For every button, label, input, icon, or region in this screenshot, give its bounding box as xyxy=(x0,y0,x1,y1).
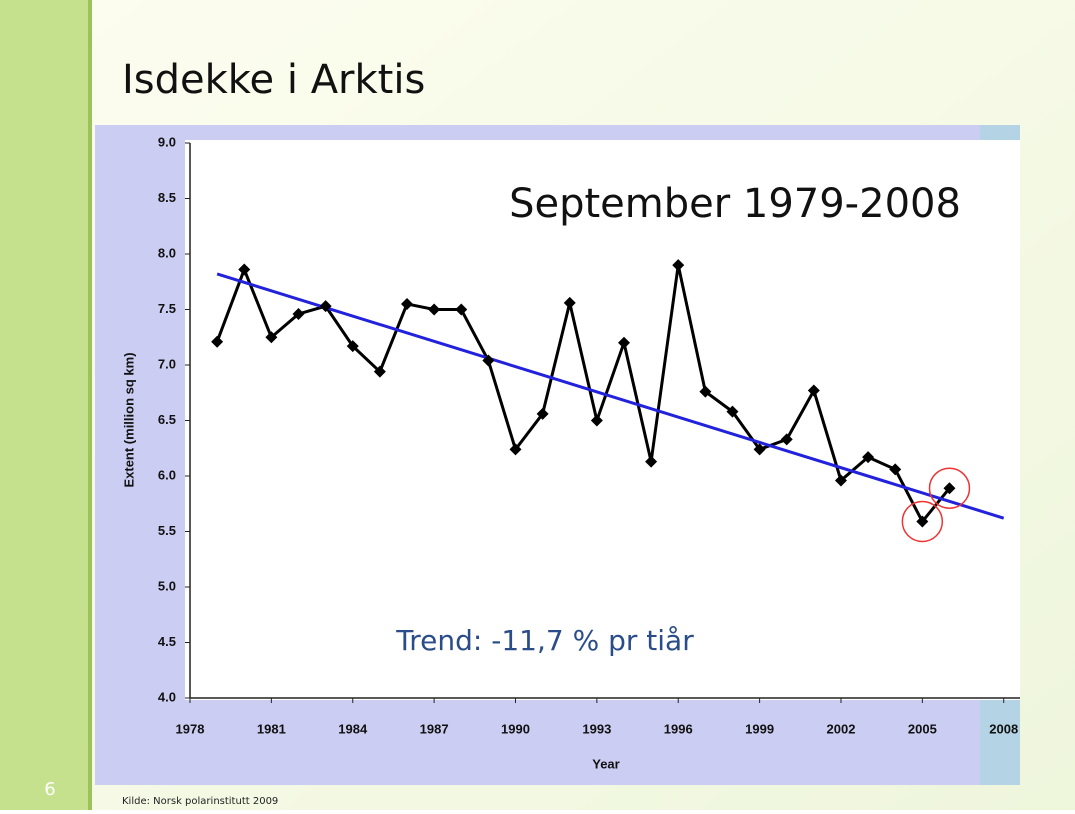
data-point xyxy=(726,405,739,418)
data-point xyxy=(807,384,820,397)
side-border xyxy=(88,0,92,810)
x-tick-label: 2008 xyxy=(989,721,1018,736)
y-tick-label: 6.0 xyxy=(158,467,176,482)
data-point xyxy=(645,455,658,468)
data-point xyxy=(400,297,413,310)
x-tick-label: 1996 xyxy=(664,721,693,736)
data-point xyxy=(238,263,251,276)
data-point xyxy=(780,433,793,446)
highlight-circle xyxy=(901,500,944,543)
x-axis-label: Year xyxy=(592,756,619,771)
x-tick-label: 2005 xyxy=(908,721,937,736)
y-tick-label: 4.0 xyxy=(158,689,176,704)
data-point xyxy=(346,340,359,353)
y-axis-label: Extent (million sq km) xyxy=(121,352,136,487)
x-tick-label: 1999 xyxy=(745,721,774,736)
y-tick-label: 4.5 xyxy=(158,634,176,649)
data-point xyxy=(672,259,685,272)
x-tick-label: 1984 xyxy=(338,721,368,736)
data-point xyxy=(536,407,549,420)
y-tick-label: 9.0 xyxy=(158,134,176,149)
y-tick-label: 7.5 xyxy=(158,301,176,316)
data-point xyxy=(482,354,495,367)
data-point xyxy=(889,463,902,476)
data-point xyxy=(834,474,847,487)
source: Kilde: Norsk polarinstitutt 2009 xyxy=(122,796,278,807)
data-point xyxy=(753,443,766,456)
y-tick-label: 5.5 xyxy=(158,523,176,538)
x-tick-label: 2002 xyxy=(827,721,856,736)
trend-line xyxy=(216,272,1005,520)
x-tick-label: 1993 xyxy=(582,721,611,736)
data-point xyxy=(509,443,522,456)
y-tick-label: 8.0 xyxy=(158,245,176,260)
data-point xyxy=(373,365,386,378)
data-point xyxy=(211,335,224,348)
y-tick-label: 8.5 xyxy=(158,190,176,205)
data-point xyxy=(943,482,956,495)
x-tick-label: 1987 xyxy=(420,721,449,736)
x-tick-label: 1981 xyxy=(257,721,286,736)
y-tick-label: 7.0 xyxy=(158,356,176,371)
annotation: September 1979-2008 xyxy=(509,181,961,227)
data-point xyxy=(862,451,875,464)
highlight-circle xyxy=(928,467,971,509)
data-point xyxy=(265,331,278,344)
side-strip xyxy=(0,0,88,810)
data-point xyxy=(590,414,603,427)
data-line xyxy=(215,264,951,525)
data-point xyxy=(428,303,441,316)
data-point xyxy=(916,515,929,528)
data-point xyxy=(563,296,576,309)
plot-area xyxy=(185,140,1020,700)
slide-number: 6 xyxy=(44,779,55,800)
x-tick-label: 1978 xyxy=(176,721,205,736)
x-tick-label: 1990 xyxy=(501,721,530,736)
data-point xyxy=(699,385,712,398)
slide-title: Isdekke i Arktis xyxy=(122,57,425,103)
data-point xyxy=(292,307,305,320)
y-tick-label: 5.0 xyxy=(158,578,176,593)
data-point xyxy=(455,303,468,316)
data-point xyxy=(319,300,332,313)
y-tick-label: 6.5 xyxy=(158,412,176,427)
data-point xyxy=(617,336,630,349)
annotation: Trend: -11,7 % pr tiår xyxy=(395,624,694,657)
